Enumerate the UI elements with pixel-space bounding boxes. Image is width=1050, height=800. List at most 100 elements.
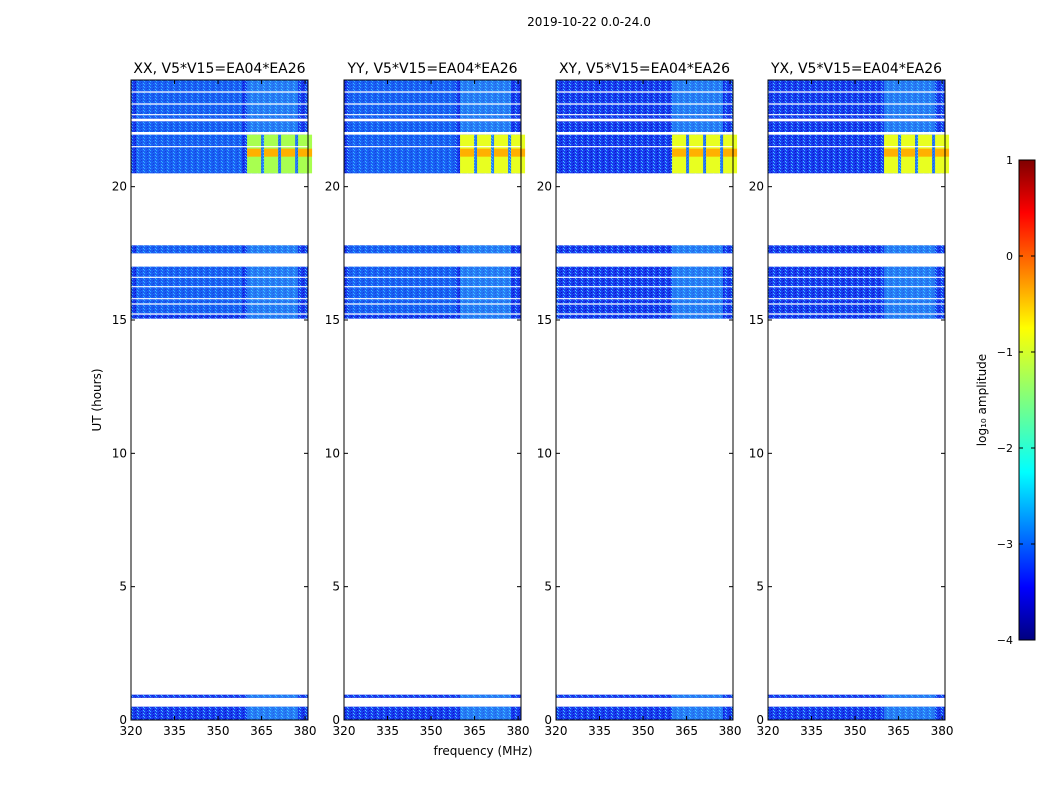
y-tick-label: 10 [749, 446, 764, 460]
band-highlight [672, 694, 723, 698]
x-tick-label: 350 [844, 724, 867, 738]
colorbar: log₁₀ amplitude 1 0 −1 −2 −3 −4 [975, 154, 1036, 647]
y-tick-label: 10 [325, 446, 340, 460]
y-tick-label: 5 [756, 580, 764, 594]
data-block [556, 121, 733, 132]
y-axis-label: UT (hours) [90, 368, 104, 431]
rfi-hotspot [689, 148, 704, 157]
band-highlight [247, 245, 298, 254]
band-highlight [884, 80, 935, 119]
data-block-glow [136, 80, 243, 119]
data-block [556, 266, 733, 314]
rfi-hotspot [672, 148, 687, 157]
band-highlight [672, 121, 723, 132]
panel-background [768, 80, 945, 720]
y-tick-label: 0 [756, 713, 764, 727]
panel-xy: XY, V5*V15=EA04*EA26 320 335 350 365 380 0 5 10 1… [537, 61, 742, 738]
x-axis-label: frequency (MHz) [433, 744, 532, 758]
rfi-hotspot [264, 148, 279, 157]
data-block [768, 121, 945, 132]
x-tick-label: 320 [333, 724, 356, 738]
x-tick-label: 335 [800, 724, 823, 738]
band-highlight [672, 245, 723, 254]
data-block-glow [136, 134, 243, 174]
x-tick-label: 365 [250, 724, 273, 738]
y-tick-label: 15 [749, 313, 764, 327]
data-block-glow [136, 121, 243, 132]
panel-title: XX, V5*V15=EA04*EA26 [133, 61, 305, 77]
x-tick-label: 335 [163, 724, 186, 738]
panel-background [556, 80, 733, 720]
band-highlight [460, 80, 511, 119]
y-tick-label: 15 [537, 313, 552, 327]
x-tick-label: 365 [675, 724, 698, 738]
panel-title: XY, V5*V15=EA04*EA26 [559, 61, 730, 77]
band-highlight [884, 694, 935, 698]
rfi-hotspot [460, 148, 475, 157]
y-tick-label: 0 [544, 713, 552, 727]
x-tick-label: 380 [719, 724, 742, 738]
panel-title: YX, V5*V15=EA04*EA26 [770, 61, 942, 77]
colorbar-tick-label: −3 [997, 538, 1013, 551]
y-tick-label: 0 [332, 713, 340, 727]
band-highlight [884, 706, 935, 720]
y-tick-label: 5 [544, 580, 552, 594]
data-block [131, 266, 308, 314]
data-block [131, 314, 308, 319]
data-block-glow [349, 245, 456, 254]
band-highlight [884, 314, 935, 319]
data-block [344, 121, 521, 132]
y-tick-label: 15 [325, 313, 340, 327]
x-tick-label: 380 [294, 724, 317, 738]
data-block [344, 245, 521, 254]
y-tick-label: 15 [112, 313, 127, 327]
colorbar-tick-label: −2 [997, 442, 1013, 455]
band-highlight [672, 80, 723, 119]
colorbar-tick-label: −1 [997, 346, 1013, 359]
band-highlight [247, 121, 298, 132]
data-block [131, 134, 308, 174]
y-tick-label: 20 [537, 180, 552, 194]
band-highlight [247, 266, 298, 314]
panel-frame [343, 79, 522, 721]
data-block [131, 121, 308, 132]
band-highlight [460, 706, 511, 720]
data-block [344, 706, 521, 720]
y-tick-label: 10 [112, 446, 127, 460]
band-highlight [460, 266, 511, 314]
panel-xx: XX, V5*V15=EA04*EA26 320 335 350 365 380 0 5 10 1… [112, 61, 317, 738]
y-tick-label: 0 [119, 713, 127, 727]
data-block [768, 245, 945, 254]
band-highlight [460, 694, 511, 698]
rfi-hotspot [901, 148, 916, 157]
data-block-glow [349, 80, 456, 119]
panel-frame [767, 79, 946, 721]
y-tick-label: 20 [749, 180, 764, 194]
x-tick-label: 335 [588, 724, 611, 738]
x-tick-label: 365 [887, 724, 910, 738]
panel-yy: YY, V5*V15=EA04*EA26 320 335 350 365 380 0 5 10 1… [325, 61, 530, 738]
data-block [344, 266, 521, 314]
data-block [556, 245, 733, 254]
band-highlight [672, 706, 723, 720]
data-block [768, 694, 945, 698]
data-block [556, 314, 733, 319]
data-block [556, 694, 733, 698]
data-block [131, 694, 308, 698]
data-block [344, 694, 521, 698]
data-block [556, 706, 733, 720]
data-block-glow [349, 134, 456, 174]
x-tick-label: 350 [632, 724, 655, 738]
x-tick-label: 380 [931, 724, 954, 738]
data-block [768, 134, 945, 174]
data-block [556, 80, 733, 119]
band-highlight [672, 314, 723, 319]
band-highlight [884, 121, 935, 132]
data-block [556, 134, 733, 174]
x-tick-label: 335 [376, 724, 399, 738]
data-block [131, 245, 308, 254]
rfi-hotspot [706, 148, 721, 157]
data-block [344, 80, 521, 119]
data-block [768, 80, 945, 119]
